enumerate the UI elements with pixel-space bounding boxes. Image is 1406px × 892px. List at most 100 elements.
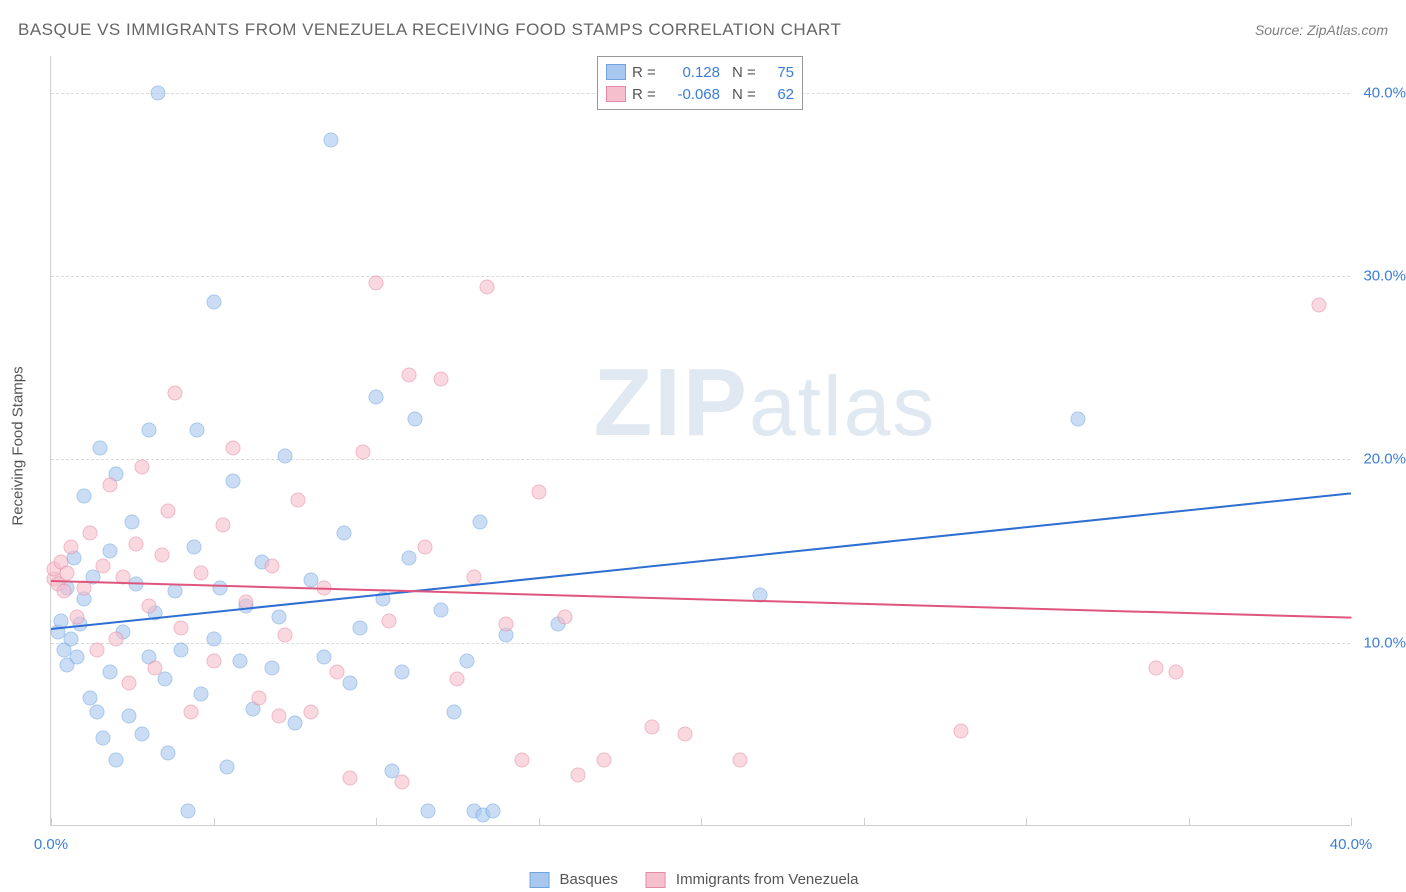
data-point-basques xyxy=(109,753,124,768)
data-point-venezuela xyxy=(174,621,189,636)
data-point-venezuela xyxy=(102,478,117,493)
data-point-basques xyxy=(434,602,449,617)
data-point-venezuela xyxy=(466,569,481,584)
data-point-venezuela xyxy=(570,767,585,782)
data-point-basques xyxy=(141,423,156,438)
data-point-basques xyxy=(317,650,332,665)
data-point-venezuela xyxy=(252,690,267,705)
data-point-venezuela xyxy=(677,727,692,742)
data-point-basques xyxy=(343,676,358,691)
data-point-venezuela xyxy=(356,445,371,460)
data-point-venezuela xyxy=(733,753,748,768)
chart-header: BASQUE VS IMMIGRANTS FROM VENEZUELA RECE… xyxy=(0,0,1406,50)
data-point-basques xyxy=(174,643,189,658)
data-point-basques xyxy=(219,760,234,775)
data-point-venezuela xyxy=(183,705,198,720)
data-point-basques xyxy=(96,731,111,746)
data-point-venezuela xyxy=(135,459,150,474)
y-tick-label: 10.0% xyxy=(1354,634,1406,651)
data-point-venezuela xyxy=(271,709,286,724)
data-point-basques xyxy=(265,661,280,676)
data-point-basques xyxy=(395,665,410,680)
data-point-venezuela xyxy=(1149,661,1164,676)
data-point-venezuela xyxy=(167,386,182,401)
data-point-basques xyxy=(102,544,117,559)
x-tick-mark xyxy=(376,818,377,826)
x-tick-mark xyxy=(864,818,865,826)
data-point-basques xyxy=(206,294,221,309)
data-point-basques xyxy=(83,690,98,705)
gridline-h xyxy=(51,643,1350,644)
gridline-h xyxy=(51,459,1350,460)
y-tick-label: 30.0% xyxy=(1354,268,1406,285)
data-point-basques xyxy=(473,514,488,529)
x-tick-mark xyxy=(214,818,215,826)
n-value-venezuela: 62 xyxy=(766,86,794,103)
data-point-venezuela xyxy=(291,492,306,507)
r-label: R = xyxy=(632,86,660,103)
data-point-venezuela xyxy=(596,753,611,768)
data-point-venezuela xyxy=(109,632,124,647)
data-point-basques xyxy=(1071,412,1086,427)
data-point-venezuela xyxy=(122,676,137,691)
data-point-venezuela xyxy=(141,599,156,614)
chart-source: Source: ZipAtlas.com xyxy=(1255,22,1388,38)
legend-swatch-basques xyxy=(606,64,626,80)
x-tick-label: 0.0% xyxy=(34,836,68,853)
data-point-venezuela xyxy=(417,540,432,555)
data-point-basques xyxy=(151,85,166,100)
data-point-basques xyxy=(369,390,384,405)
data-point-venezuela xyxy=(216,518,231,533)
data-point-venezuela xyxy=(63,540,78,555)
x-tick-mark xyxy=(51,818,52,826)
data-point-basques xyxy=(92,441,107,456)
data-point-basques xyxy=(102,665,117,680)
data-point-venezuela xyxy=(148,661,163,676)
data-point-basques xyxy=(190,423,205,438)
data-point-basques xyxy=(287,716,302,731)
legend-label-basques: Basques xyxy=(560,871,618,888)
x-tick-mark xyxy=(1189,818,1190,826)
y-tick-label: 40.0% xyxy=(1354,84,1406,101)
data-point-basques xyxy=(135,727,150,742)
data-point-venezuela xyxy=(60,566,75,581)
data-point-basques xyxy=(125,514,140,529)
data-point-venezuela xyxy=(96,558,111,573)
x-tick-mark xyxy=(1026,818,1027,826)
data-point-basques xyxy=(447,705,462,720)
gridline-h xyxy=(51,276,1350,277)
correlation-legend: R =0.128N =75R =-0.068N =62 xyxy=(597,56,803,110)
data-point-venezuela xyxy=(1168,665,1183,680)
data-point-venezuela xyxy=(278,628,293,643)
data-point-basques xyxy=(89,705,104,720)
data-point-basques xyxy=(232,654,247,669)
data-point-venezuela xyxy=(265,558,280,573)
data-point-venezuela xyxy=(382,613,397,628)
data-point-basques xyxy=(213,580,228,595)
data-point-basques xyxy=(271,610,286,625)
data-point-basques xyxy=(278,448,293,463)
r-label: R = xyxy=(632,64,660,81)
data-point-basques xyxy=(167,584,182,599)
data-point-basques xyxy=(206,632,221,647)
data-point-venezuela xyxy=(557,610,572,625)
chart-title: BASQUE VS IMMIGRANTS FROM VENEZUELA RECE… xyxy=(18,20,841,40)
data-point-venezuela xyxy=(193,566,208,581)
data-point-venezuela xyxy=(70,610,85,625)
n-label: N = xyxy=(732,86,760,103)
data-point-basques xyxy=(122,709,137,724)
series-legend: BasquesImmigrants from Venezuela xyxy=(530,871,877,888)
data-point-venezuela xyxy=(434,371,449,386)
n-value-basques: 75 xyxy=(766,64,794,81)
x-tick-mark xyxy=(539,818,540,826)
plot-region: 10.0%20.0%30.0%40.0%0.0%40.0% xyxy=(50,56,1350,826)
legend-swatch-venezuela xyxy=(606,86,626,102)
data-point-basques xyxy=(336,525,351,540)
legend-row-venezuela: R = -0.068 N = 62 xyxy=(606,83,794,105)
data-point-basques xyxy=(193,687,208,702)
data-point-venezuela xyxy=(1311,298,1326,313)
data-point-basques xyxy=(161,745,176,760)
r-value-venezuela: -0.068 xyxy=(666,86,720,103)
regression-line-basques xyxy=(51,492,1351,630)
data-point-venezuela xyxy=(83,525,98,540)
